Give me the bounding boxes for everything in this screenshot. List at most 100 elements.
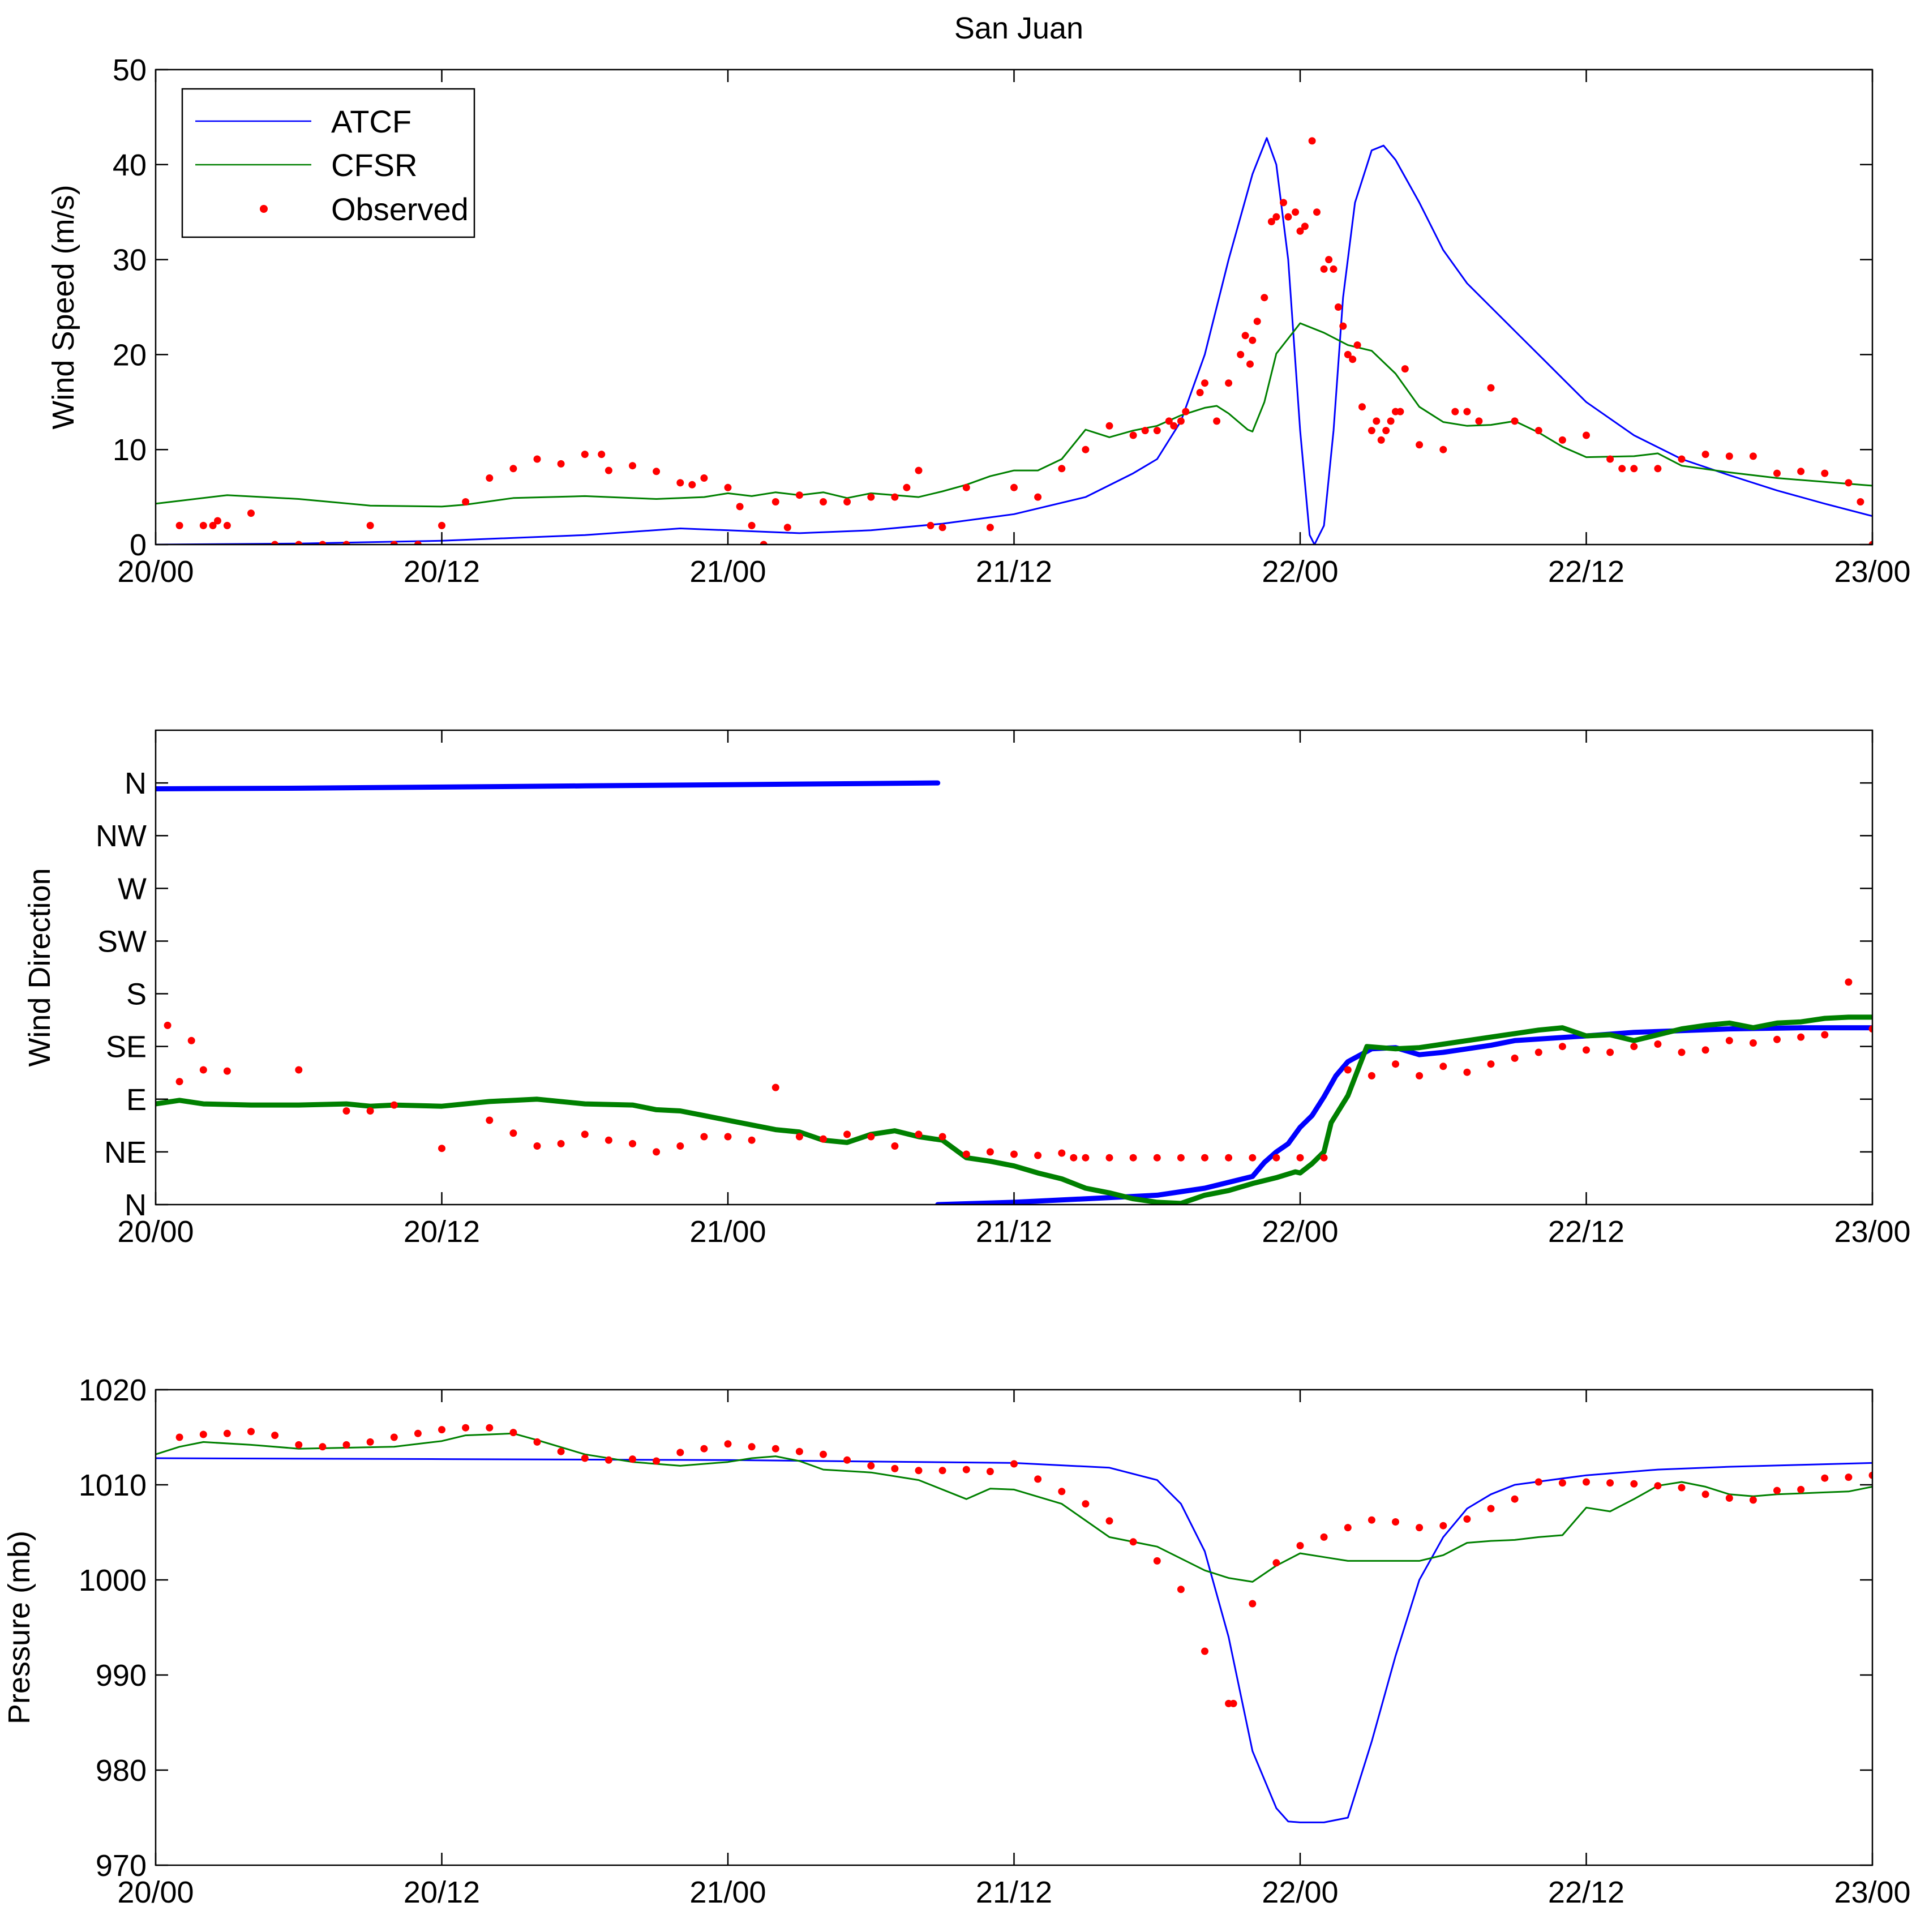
pressure-observed-point xyxy=(1034,1475,1042,1483)
pressure-observed-point xyxy=(915,1467,923,1475)
wind-speed-observed-point xyxy=(1141,427,1149,435)
wind-direction-observed-point xyxy=(1606,1048,1614,1056)
wind-direction-observed-point xyxy=(1511,1054,1519,1062)
x-tick-label: 21/12 xyxy=(976,1215,1052,1249)
wind-direction-observed-point xyxy=(962,1150,970,1158)
wind-direction-observed-point xyxy=(820,1135,827,1143)
x-tick-label: 20/00 xyxy=(117,555,194,589)
wind-speed-observed-point xyxy=(1773,469,1781,477)
x-tick-label: 21/12 xyxy=(976,555,1052,589)
wind-speed-observed-point xyxy=(390,541,398,545)
wind-direction-atcf-line xyxy=(935,1025,1872,1205)
x-tick-label: 22/12 xyxy=(1548,1875,1624,1909)
wind-speed-observed-point xyxy=(175,521,183,529)
wind-direction-observed-point xyxy=(486,1116,494,1124)
wind-direction-observed-point xyxy=(1296,1154,1304,1162)
wind-direction-observed-point xyxy=(1392,1060,1399,1068)
pressure-observed-point xyxy=(319,1443,327,1451)
wind-speed-observed-point xyxy=(1701,451,1709,459)
wind-speed-observed-point xyxy=(1439,445,1447,453)
y-tick-label: 980 xyxy=(96,1754,147,1788)
wind-speed-observed-point xyxy=(700,474,708,482)
pressure-observed-point xyxy=(653,1457,661,1465)
wind-direction-observed-point xyxy=(748,1136,756,1144)
pressure-observed-point xyxy=(1701,1490,1709,1498)
wind-speed-observed-point xyxy=(1320,265,1328,273)
wind-speed-observed-point xyxy=(214,517,221,525)
y-tick-label: 40 xyxy=(113,148,147,182)
wind-direction-observed-point xyxy=(1129,1154,1137,1162)
wind-direction-observed-point xyxy=(1034,1151,1042,1159)
wind-speed-observed-point xyxy=(1182,408,1190,415)
x-tick-label: 23/00 xyxy=(1834,1875,1910,1909)
wind-direction-cfsr-line xyxy=(156,1014,1872,1205)
wind-direction-observed-point xyxy=(1534,1048,1542,1056)
pressure-observed-point xyxy=(1153,1557,1161,1565)
wind-direction-observed-point xyxy=(533,1142,541,1150)
pressure-observed-point xyxy=(771,1445,779,1453)
x-tick-label: 22/12 xyxy=(1548,555,1624,589)
wind-speed-observed-point xyxy=(1237,350,1245,358)
wind-speed-observed-point xyxy=(509,465,517,473)
y-tick-label: 10 xyxy=(113,433,147,467)
pressure-observed-point xyxy=(1229,1699,1237,1707)
wind-speed-observed-point xyxy=(1558,436,1566,444)
wind-speed-observed-point xyxy=(1349,355,1357,363)
pressure-observed-point xyxy=(820,1450,827,1458)
x-tick-label: 22/00 xyxy=(1262,555,1338,589)
y-tick-label: NE xyxy=(104,1136,147,1170)
wind-speed-observed-point xyxy=(795,491,803,499)
wind-speed-observed-point xyxy=(1358,403,1366,411)
wind-speed-observed-point xyxy=(748,521,756,529)
pressure-observed-point xyxy=(1392,1518,1399,1526)
pressure-observed-point xyxy=(557,1447,565,1455)
legend: ATCF CFSR Observed xyxy=(181,88,475,238)
pressure-observed-point xyxy=(605,1456,612,1464)
pressure-observed-point xyxy=(1463,1515,1471,1523)
pressure-observed-point xyxy=(247,1428,255,1436)
pressure-observed-point xyxy=(1630,1480,1638,1488)
wind-speed-observed-point xyxy=(629,462,636,470)
pressure-observed-point xyxy=(1558,1479,1566,1487)
wind-speed-observed-point xyxy=(903,483,911,491)
wind-speed-observed-point xyxy=(1396,408,1404,415)
wind-speed-observed-point xyxy=(1451,408,1459,415)
wind-speed-observed-point xyxy=(199,521,207,529)
pressure-observed-point xyxy=(1797,1485,1805,1493)
wind-speed-observed-point xyxy=(891,493,899,501)
wind-direction-observed-point xyxy=(366,1107,374,1115)
y-tick-label: NW xyxy=(96,819,147,853)
wind-direction-observed-point xyxy=(1439,1063,1447,1070)
x-tick-label: 21/12 xyxy=(976,1875,1052,1909)
pressure-observed-point xyxy=(1320,1533,1328,1541)
wind-direction-atcf-line xyxy=(156,780,941,791)
wind-speed-observed-point xyxy=(1165,417,1173,425)
wind-direction-observed-point xyxy=(1272,1154,1280,1162)
wind-speed-panel: 20/00 20/12 21/00 21/12 22/00 22/12 23/00 0 10 20… xyxy=(46,53,1911,589)
pressure-observed-point xyxy=(1534,1478,1542,1486)
pressure-observed-point xyxy=(1725,1494,1733,1502)
x-tick-label: 20/00 xyxy=(117,1875,194,1909)
y-tick-label: N xyxy=(125,766,147,800)
pressure-cfsr-line xyxy=(156,1432,1872,1583)
wind-direction-observed-point xyxy=(1320,1154,1328,1162)
wind-direction-observed-point xyxy=(1654,1040,1662,1048)
wind-direction-observed-point xyxy=(1368,1072,1375,1079)
wind-speed-observed-point xyxy=(557,460,565,468)
wind-direction-observed-point xyxy=(724,1133,732,1141)
wind-direction-observed-point xyxy=(938,1133,946,1141)
wind-speed-observed-point xyxy=(1170,422,1178,430)
wind-speed-series xyxy=(156,137,1872,545)
wind-direction-observed-point xyxy=(1225,1154,1233,1162)
legend-cfsr-label: CFSR xyxy=(331,147,417,183)
wind-speed-observed-point xyxy=(1280,199,1287,207)
pressure-observed-point xyxy=(629,1455,636,1463)
wind-speed-observed-point xyxy=(1416,441,1424,449)
y-tick-label: E xyxy=(126,1083,147,1117)
pressure-observed-point xyxy=(1249,1600,1257,1608)
pressure-observed-point xyxy=(1416,1524,1424,1532)
pressure-observed-point xyxy=(1344,1524,1352,1532)
wind-direction-observed-point xyxy=(1010,1150,1018,1158)
pressure-y-axis-label: Pressure (mb) xyxy=(2,1531,36,1724)
wind-speed-observed-point xyxy=(915,466,923,474)
